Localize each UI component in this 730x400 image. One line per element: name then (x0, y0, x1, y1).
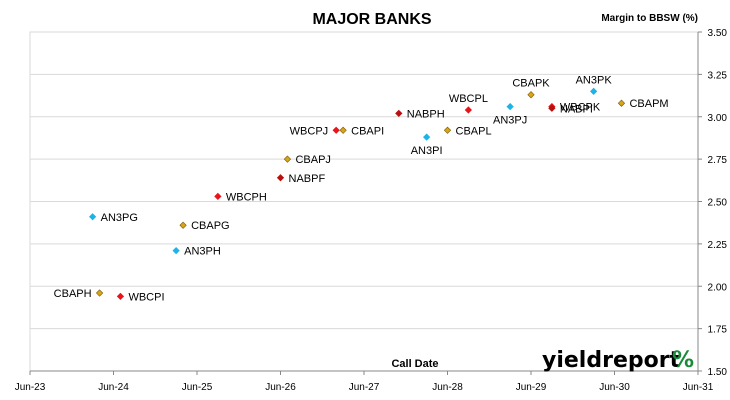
data-point-an3ph (172, 247, 180, 255)
data-point-cbapj (283, 155, 292, 163)
x-tick-label: Jun-23 (15, 382, 46, 393)
data-point-an3pj (506, 102, 514, 111)
data-point-an3pi (423, 133, 431, 141)
y-tick-label: 2.00 (708, 282, 728, 293)
data-point-an3pg (89, 213, 97, 221)
data-point-an3pk (590, 87, 598, 95)
data-label-cbapj: CBAPJ (295, 154, 330, 166)
y-axis-label: Margin to BBSW (%) (601, 13, 698, 24)
data-label-an3pj: AN3PJ (493, 115, 527, 127)
x-tick-label: Jun-31 (683, 382, 714, 393)
data-point-cbapi (339, 126, 347, 134)
data-point-nabpi (548, 104, 556, 112)
data-label-wbcpi: WBCPI (128, 291, 164, 303)
x-tick-label: Jun-28 (432, 382, 463, 393)
data-label-an3pk: AN3PK (576, 74, 613, 86)
data-point-cbapg (179, 221, 187, 229)
data-point-cbapm (617, 99, 626, 107)
x-tick-label: Jun-29 (516, 382, 547, 393)
data-label-cbapi: CBAPI (351, 125, 384, 137)
data-label-nabph: NABPH (407, 108, 445, 120)
data-label-wbcpj: WBCPJ (290, 125, 329, 137)
x-axis-label: Call Date (391, 358, 438, 370)
gridlines (30, 73, 698, 330)
y-tick-label: 1.50 (708, 367, 728, 378)
data-point-cbaph (95, 289, 104, 297)
x-tick-label: Jun-27 (349, 382, 380, 393)
y-tick-label: 2.25 (708, 240, 728, 251)
data-label-nabpi: NABPI (560, 103, 593, 115)
y-tick-label: 2.75 (708, 155, 728, 166)
brand-symbol: % (672, 348, 694, 373)
yieldreport-logo: yieldreport % (542, 348, 694, 373)
chart-title: MAJOR BANKS (312, 11, 431, 28)
data-point-wbcph (214, 192, 222, 201)
data-label-an3pi: AN3PI (411, 145, 443, 157)
data-points: AN3PG AN3PH AN3PI AN3PJ AN3PK CBAPH CBAPG CBAPJ… (54, 74, 669, 303)
x-tick-labels: Jun-23 Jun-24 Jun-25 Jun-26 Jun-27 Jun-28 Jun-… (15, 371, 714, 393)
x-tick-label: Jun-30 (599, 382, 630, 393)
data-point-wbcpl (464, 106, 472, 114)
data-point-wbcpj (332, 126, 340, 134)
data-label-wbcpk: WBCPK (560, 102, 601, 114)
data-label-wbcph: WBCPH (226, 191, 267, 203)
y-tick-labels: 1.50 1.75 2.00 2.25 2.50 2.75 3.00 3.25 3.50 (698, 28, 727, 378)
y-tick-label: 3.00 (708, 113, 728, 124)
y-tick-label: 1.75 (708, 325, 728, 336)
x-tick-label: Jun-25 (182, 382, 213, 393)
x-tick-label: Jun-24 (98, 382, 129, 393)
y-tick-label: 2.50 (708, 198, 728, 209)
y-tick-label: 3.50 (708, 28, 728, 39)
brand-name: yieldreport (542, 348, 681, 373)
y-tick-label: 3.25 (708, 70, 728, 81)
data-label-cbapk: CBAPK (512, 78, 550, 90)
data-label-cbapm: CBAPM (629, 98, 668, 110)
data-label-wbcpl: WBCPL (449, 93, 488, 105)
data-label-cbapl: CBAPL (456, 125, 492, 137)
data-point-nabpf (276, 174, 285, 182)
data-point-cbapl (443, 126, 452, 134)
data-label-an3pg: AN3PG (101, 212, 138, 224)
data-label-cbaph: CBAPH (54, 288, 92, 300)
data-point-nabph (395, 109, 403, 117)
data-point-cbapk (527, 91, 535, 99)
x-tick-label: Jun-26 (265, 382, 296, 393)
data-label-an3ph: AN3PH (184, 246, 221, 258)
data-point-wbcpi (116, 292, 125, 301)
data-label-nabpf: NABPF (289, 173, 326, 185)
data-label-cbapg: CBAPG (191, 220, 230, 232)
